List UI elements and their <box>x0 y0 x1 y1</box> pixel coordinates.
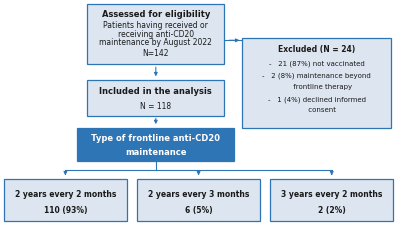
FancyBboxPatch shape <box>137 179 260 221</box>
Text: -   21 (87%) not vaccinated: - 21 (87%) not vaccinated <box>269 60 365 67</box>
FancyBboxPatch shape <box>4 179 127 221</box>
Text: Type of frontline anti-CD20: Type of frontline anti-CD20 <box>91 134 220 143</box>
Text: 6 (5%): 6 (5%) <box>185 207 212 215</box>
Text: -   2 (8%) maintenance beyond: - 2 (8%) maintenance beyond <box>262 73 371 79</box>
Text: 110 (93%): 110 (93%) <box>44 207 87 215</box>
Text: Excluded (N = 24): Excluded (N = 24) <box>278 44 356 54</box>
Text: frontline therapy: frontline therapy <box>282 84 352 90</box>
FancyBboxPatch shape <box>270 179 393 221</box>
Text: maintenance: maintenance <box>125 148 186 157</box>
Text: 2 years every 3 months: 2 years every 3 months <box>148 190 249 199</box>
FancyBboxPatch shape <box>77 128 234 161</box>
Text: -   1 (4%) declined informed: - 1 (4%) declined informed <box>268 96 366 103</box>
Text: Patients having received or: Patients having received or <box>103 21 208 30</box>
Text: Assessed for eligibility: Assessed for eligibility <box>102 11 210 19</box>
Text: 3 years every 2 months: 3 years every 2 months <box>281 190 382 199</box>
Text: consent: consent <box>297 107 336 113</box>
Text: 2 (2%): 2 (2%) <box>318 207 346 215</box>
Text: Included in the analysis: Included in the analysis <box>100 87 212 96</box>
Text: maintenance by August 2022: maintenance by August 2022 <box>99 38 212 47</box>
Text: receiving anti-CD20: receiving anti-CD20 <box>118 30 194 39</box>
FancyBboxPatch shape <box>87 4 224 64</box>
Text: N=142: N=142 <box>142 49 169 58</box>
FancyBboxPatch shape <box>242 38 391 128</box>
Text: 2 years every 2 months: 2 years every 2 months <box>15 190 116 199</box>
Text: N = 118: N = 118 <box>140 102 171 111</box>
FancyBboxPatch shape <box>87 80 224 116</box>
